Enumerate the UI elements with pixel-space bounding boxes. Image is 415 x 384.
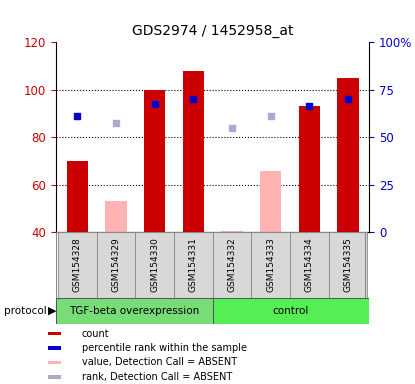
Bar	[183, 71, 204, 232]
Text: GSM154334: GSM154334	[305, 238, 314, 292]
Title: GDS2974 / 1452958_at: GDS2974 / 1452958_at	[132, 25, 293, 38]
Bar	[48, 346, 61, 350]
Text: control: control	[273, 306, 309, 316]
Text: GSM154335: GSM154335	[344, 238, 353, 292]
Text: protocol: protocol	[4, 306, 47, 316]
Bar	[48, 332, 61, 336]
Bar	[213, 232, 251, 298]
Text: rank, Detection Call = ABSENT: rank, Detection Call = ABSENT	[82, 372, 232, 382]
Text: GSM154331: GSM154331	[189, 238, 198, 292]
Text: GSM154332: GSM154332	[227, 238, 237, 292]
Bar	[299, 106, 320, 232]
Text: ▶: ▶	[48, 306, 56, 316]
Bar	[58, 232, 97, 298]
Text: TGF-beta overexpression: TGF-beta overexpression	[69, 306, 200, 316]
Text: percentile rank within the sample: percentile rank within the sample	[82, 343, 247, 353]
Bar	[135, 232, 174, 298]
Bar	[213, 298, 369, 324]
Bar	[251, 232, 290, 298]
Text: GSM154328: GSM154328	[73, 238, 82, 292]
Text: GSM154333: GSM154333	[266, 238, 275, 292]
Bar	[260, 170, 281, 232]
Bar	[105, 202, 127, 232]
Bar	[337, 78, 359, 232]
Bar	[174, 232, 213, 298]
Text: GSM154329: GSM154329	[112, 238, 120, 292]
Bar	[144, 90, 165, 232]
Bar	[48, 375, 61, 379]
Text: value, Detection Call = ABSENT: value, Detection Call = ABSENT	[82, 358, 237, 367]
Bar	[221, 231, 243, 232]
Text: GSM154330: GSM154330	[150, 238, 159, 292]
Bar	[56, 298, 213, 324]
Bar	[67, 161, 88, 232]
Bar	[290, 232, 329, 298]
Bar	[48, 361, 61, 364]
Bar	[329, 232, 367, 298]
Bar	[97, 232, 135, 298]
Text: count: count	[82, 329, 110, 339]
